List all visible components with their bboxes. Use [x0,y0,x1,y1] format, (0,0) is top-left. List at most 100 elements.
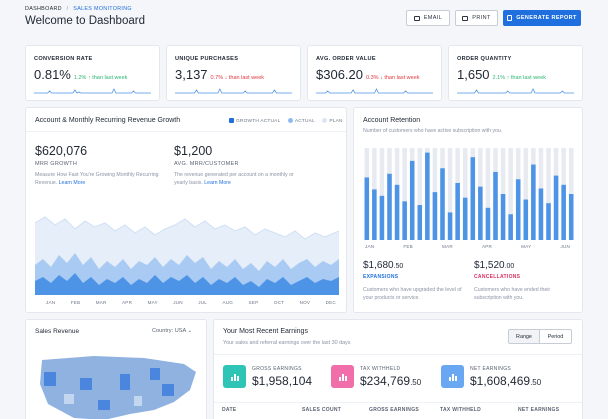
column-header-net-earnings[interactable]: NET EARNINGS [518,407,560,413]
mrr-growth-desc: Measure How Fast You're Growing Monthly … [35,171,160,187]
kpi-value: 3,137 [175,67,208,82]
document-icon [507,15,513,21]
country-select-value: USA [174,328,186,334]
gross-earnings-amount: $1,958,104 [252,374,313,388]
retention-bar-bg [379,148,385,240]
revenue-legend: GROWTH ACTUAL ACTUAL PLAN [229,118,343,124]
month-tick: SEP [248,300,259,305]
retention-bar [409,160,415,240]
email-button-label: EMAIL [423,15,443,21]
month-tick: MAY [147,300,158,305]
print-button[interactable]: PRINT [455,10,498,26]
kpi-delta: 2.1% ↑ than last week [492,75,547,81]
avg-learn-more-link[interactable]: Learn More [204,180,231,186]
net-earnings-icon [441,365,464,388]
retention-bar [553,175,559,240]
retention-bar [387,173,392,240]
plan-line [35,216,339,240]
column-header-sales-count[interactable]: SALES COUNT [302,407,342,413]
kpi-card-conversion: CONVERSION RATE 0.81% 1.2% ↑ than last we… [25,45,160,101]
printer-icon [462,15,469,21]
email-button[interactable]: EMAIL [406,10,450,26]
legend-actual: ACTUAL [287,118,315,124]
retention-title: Account Retention [363,117,421,124]
month-tick: NOV [299,300,311,305]
retention-bar [402,201,407,240]
retention-bar-bg [546,148,551,240]
kpi-card-order-value: AVG. ORDER VALUE $306.20 0.3% ↓ than last… [307,45,442,101]
cancellations-desc: Customers who have ended their subscript… [474,287,551,301]
expansions-desc: Customers who have upgraded the level of… [363,287,462,301]
kpi-delta: 0.7% ↓ than last week [210,75,265,81]
kpi-sparkline [457,88,574,94]
retention-bar [523,199,529,240]
retention-bar [440,168,445,240]
month-tick: APR [481,244,493,249]
retention-bar [500,194,506,240]
month-tick: DEC [325,300,336,305]
country-select-label: Country: [152,328,174,334]
kpi-card-order-quantity: ORDER QUANTITY 1,650 2.1% ↑ than last wee… [448,45,583,101]
tax-withheld-amount: $234,769 [360,374,411,388]
expansions-value: $1,680.50 [363,260,403,271]
month-tick: JUL [198,300,208,305]
breadcrumb-root[interactable]: DASHBOARD [25,6,62,12]
expansions-label: EXPANSIONS [363,274,399,280]
retention-bar [470,157,476,240]
breadcrumb-separator: / [66,6,69,12]
tax-withheld-label: TAX WITHHELD [360,366,401,372]
tax-withheld-icon [331,365,354,388]
growth-area [35,273,339,295]
month-tick: MAR [95,300,107,305]
retention-bar-bg [417,148,423,240]
kpi-sparkline [316,88,433,94]
column-header-tax-withheld[interactable]: TAX WITHHELD [440,407,482,413]
country-select[interactable]: Country: USA ⌄ [152,328,192,334]
retention-bar [417,205,423,240]
chevron-down-icon: ⌄ [187,328,193,334]
mrr-growth-desc-text: Measure How Fast You're Growing Monthly … [35,172,159,186]
month-tick: AUG [222,300,234,305]
gross-earnings-value: $1,958,104 [252,374,312,388]
account-retention-card: Account Retention Number of customers wh… [353,107,583,313]
usa-map [40,356,196,419]
month-tick: MAR [442,244,453,249]
kpi-value: 0.81% [34,67,71,82]
retention-bar [447,212,453,240]
month-tick: OCT [273,300,285,305]
month-tick: JAN [365,244,375,249]
avg-mrr-desc: The revenue generated per account on a m… [174,171,294,187]
retention-bar [515,179,521,240]
retention-bar [379,195,385,240]
retention-bar [364,177,370,240]
retention-bar [508,214,513,240]
retention-bar-bg [402,148,407,240]
breadcrumb-current: SALES MONITORING [73,6,132,12]
retention-bar [372,189,377,240]
generate-report-button[interactable]: GENERATE REPORT [503,10,581,26]
expansions-cents: .50 [393,263,404,270]
tax-withheld-value: $234,769.50 [360,374,421,388]
kpi-delta: 0.3% ↓ than last week [366,75,420,81]
retention-month-axis: JAN FEB MAR APR MAY JUN [365,244,570,249]
kpi-sparkline [175,88,292,94]
range-period-toggle: Range Period [508,329,572,344]
net-earnings-label: NET EARNINGS [470,366,512,372]
mrr-learn-more-link[interactable]: Learn More [58,180,86,186]
column-header-gross-earnings[interactable]: GROSS EARNINGS [369,407,420,413]
month-tick: JAN [46,300,56,305]
sales-revenue-title: Sales Revenue [35,328,80,335]
toggle-range[interactable]: Range [509,330,540,343]
retention-bar [455,182,460,240]
toggle-period[interactable]: Period [547,333,564,340]
kpi-sparkline [34,88,151,94]
retention-subtitle: Number of customers who have active subs… [363,128,503,134]
month-tick: JUN [173,300,183,305]
avg-mrr-desc-text: The revenue generated per account on a m… [174,172,294,186]
breadcrumb: DASHBOARD / SALES MONITORING [25,5,132,13]
net-earnings-value: $1,608,469.50 [470,374,541,388]
month-tick: FEB [70,300,81,305]
column-header-date[interactable]: DATE [222,407,237,413]
retention-bar [394,184,400,240]
cancellations-amount: $1,520 [474,260,505,271]
